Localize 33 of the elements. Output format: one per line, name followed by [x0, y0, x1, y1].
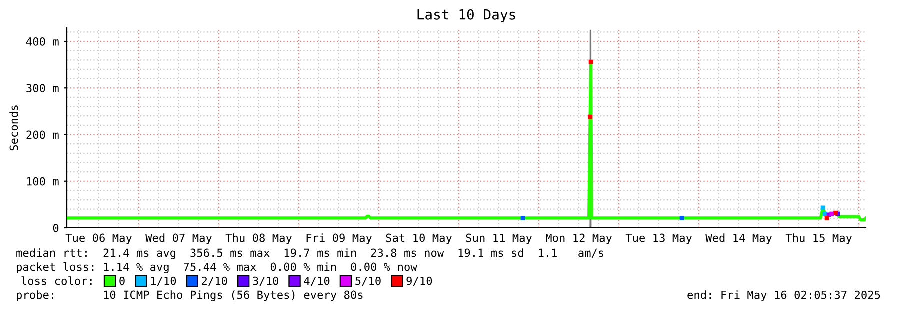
y-tick-label: 100 m	[27, 177, 59, 186]
x-tick-label: Thu 08 May	[226, 234, 292, 244]
legend-title: loss color:	[22, 276, 92, 286]
x-tick-label: Sat 10 May	[386, 234, 452, 244]
y-axis-title: Seconds	[10, 106, 18, 151]
text: packet loss: 1.14 % avg 75.44 % max 0.00 % min 0.00 % now	[17, 262, 418, 274]
x-tick-label: Sun 11 May	[466, 234, 532, 244]
x-tick-label: Tue 13 May	[626, 234, 692, 244]
legend-label: 2/10	[202, 276, 228, 286]
x-tick-label: Wed 07 May	[146, 234, 212, 244]
chart-title: Last 10 Days	[418, 9, 516, 23]
legend-label: 1/10	[151, 276, 176, 286]
legend-label: 4/10	[304, 276, 330, 286]
x-tick-label: Tue 06 May	[66, 234, 132, 244]
legend-label: 5/10	[356, 276, 381, 286]
legend-label: 9/10	[406, 276, 432, 286]
text: probe: 10 ICMP Echo Pings (56 Bytes) every 80s	[17, 290, 363, 302]
point	[680, 216, 684, 220]
legend-label: 3/10	[253, 276, 278, 286]
x-tick-label: Fri 09 May	[306, 234, 372, 244]
y-tick-label: 0	[53, 224, 59, 232]
point	[824, 216, 830, 220]
text: end: Fri May 16 02:05:37 2025	[688, 290, 880, 302]
x-tick-label: Mon 12 May	[546, 234, 612, 244]
y-tick-label: 400 m	[26, 38, 59, 46]
legend-label: 0	[120, 276, 125, 286]
y-tick-label: 300 m	[26, 84, 59, 93]
text: median rtt: 21.4 ms avg 356.5 ms max 19.7 ms min 23.8 ms now 19.1 ms sd 1.1 am/s	[16, 248, 604, 260]
point	[588, 114, 592, 120]
x-tick-label: Thu 15 May	[786, 234, 852, 244]
x-tick-label: Wed 14 May	[706, 234, 772, 244]
y-tick-label: 200 m	[26, 130, 59, 140]
point	[520, 216, 526, 220]
